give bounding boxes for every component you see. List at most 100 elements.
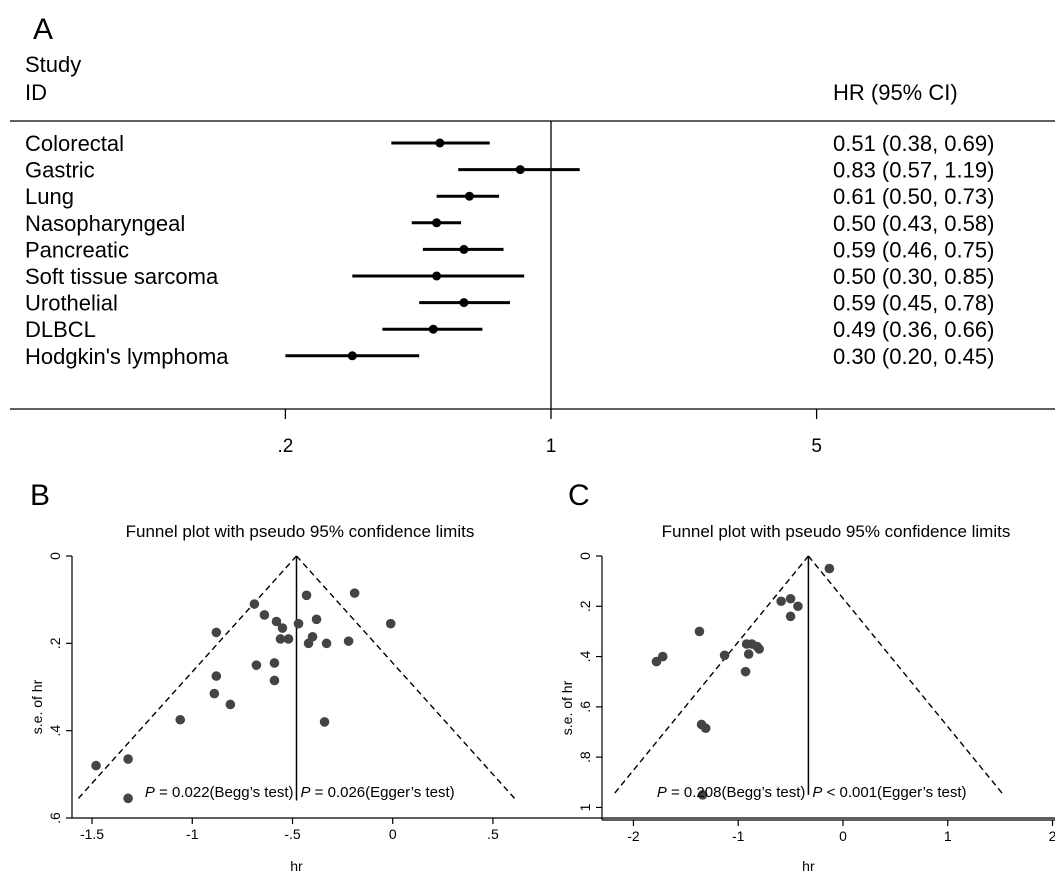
study-label: Gastric [25, 158, 95, 183]
panel-c-funnel-plot: C Funnel plot with pseudo 95% confidence… [559, 479, 1055, 873]
study-point [269, 675, 280, 686]
x-tick-label: -1 [186, 826, 199, 842]
pseudo-ci-lower [612, 555, 809, 796]
study-header-line2: ID [25, 80, 47, 105]
study-point [209, 688, 220, 699]
egger-test-annotation: P < 0.001(Egger’s test) [812, 784, 966, 801]
study-point [700, 723, 711, 734]
begg-test-annotation: P = 0.208(Begg’s test) [657, 784, 806, 801]
study-point [319, 717, 330, 727]
hr-ci-value: 0.59 (0.45, 0.78) [833, 291, 994, 316]
study-point [697, 790, 708, 800]
hr-point [464, 191, 474, 201]
study-point [719, 650, 730, 661]
study-point [307, 631, 318, 642]
panel-letter-c: C [568, 479, 590, 512]
study-point [175, 714, 186, 725]
study-point [785, 593, 796, 604]
study-point [349, 588, 360, 598]
y-tick-label: .6 [47, 812, 63, 824]
study-point [740, 666, 751, 677]
y-axis-title: s.e. of hr [29, 679, 45, 734]
study-point [311, 614, 322, 625]
pseudo-ci-lower [75, 555, 298, 802]
hr-ci-value: 0.83 (0.57, 1.19) [833, 158, 994, 183]
study-point [824, 563, 835, 574]
hr-ci-value: 0.50 (0.43, 0.58) [833, 211, 994, 236]
study-label: Soft tissue sarcoma [25, 264, 219, 289]
study-point [211, 627, 222, 638]
x-tick-label: .2 [277, 436, 293, 457]
y-tick-label: 1 [577, 803, 593, 811]
study-point [754, 644, 764, 654]
x-tick-label: -1.5 [80, 826, 104, 842]
x-tick-label: 2 [1049, 828, 1055, 844]
pseudo-ci-upper [295, 555, 518, 802]
panel-b-funnel-plot: B Funnel plot with pseudo 95% confidence… [29, 479, 1055, 873]
egger-p-value: = 0.026(Egger’s test) [311, 784, 455, 801]
hr-point [515, 165, 525, 175]
begg-p-value: = 0.022(Begg’s test) [155, 784, 294, 801]
hr-ci-value: 0.51 (0.38, 0.69) [833, 131, 994, 156]
study-point [249, 599, 260, 609]
study-label: Colorectal [25, 131, 124, 156]
funnel-b-title: Funnel plot with pseudo 95% confidence l… [126, 522, 475, 541]
y-axis-title: s.e. of hr [559, 680, 575, 735]
x-tick-label: 0 [839, 828, 847, 844]
study-point [743, 649, 754, 659]
study-point [293, 618, 304, 629]
x-tick-label: .5 [487, 826, 499, 842]
hr-ci-value: 0.49 (0.36, 0.66) [833, 317, 994, 342]
y-tick-label: .2 [577, 600, 593, 612]
study-point [776, 596, 786, 607]
pseudo-ci-upper [807, 555, 1005, 796]
study-point [259, 610, 270, 620]
y-tick-label: .4 [47, 725, 63, 737]
study-point [271, 616, 282, 627]
hr-point [459, 244, 469, 254]
x-tick-label: 5 [811, 436, 822, 457]
study-point [694, 626, 705, 637]
hr-point [432, 271, 442, 281]
x-tick-label: 1 [944, 828, 952, 844]
study-point [211, 671, 222, 681]
x-tick-label: -1 [732, 828, 745, 844]
hr-point [432, 218, 442, 228]
x-tick-label: -.5 [284, 826, 301, 842]
hr-point [428, 324, 438, 334]
egger-test-annotation: P = 0.026(Egger’s test) [300, 784, 454, 801]
study-point [785, 611, 796, 622]
study-point [657, 651, 668, 662]
egger-p-symbol: P [812, 784, 822, 801]
x-tick-label: 0 [389, 826, 397, 842]
hr-ci-value: 0.50 (0.30, 0.85) [833, 264, 994, 289]
study-point [123, 754, 133, 764]
funnel-c-title: Funnel plot with pseudo 95% confidence l… [662, 522, 1011, 541]
x-axis-title: hr [802, 858, 815, 873]
begg-test-annotation: P = 0.022(Begg’s test) [145, 784, 294, 801]
study-point [793, 601, 803, 612]
y-tick-label: .4 [577, 651, 593, 663]
study-point [321, 638, 332, 649]
hr-point [459, 298, 469, 308]
panel-a-forest-plot: A Study ID HR (95% CI) Colorectal 0.51 (0… [10, 13, 1055, 457]
study-point [301, 590, 312, 601]
x-axis-title: hr [290, 858, 303, 873]
egger-p-value: < 0.001(Egger’s test) [822, 784, 966, 801]
study-header-line1: Study [25, 52, 81, 77]
hr-ci-value: 0.61 (0.50, 0.73) [833, 184, 994, 209]
begg-p-value: = 0.208(Begg’s test) [667, 784, 806, 801]
hr-ci-header: HR (95% CI) [833, 80, 958, 105]
study-label: Nasopharyngeal [25, 211, 185, 236]
study-point [277, 623, 288, 633]
study-point [275, 634, 286, 644]
hr-point [435, 138, 445, 148]
study-label: Pancreatic [25, 237, 129, 262]
x-tick-label: 1 [546, 436, 557, 457]
y-tick-label: .2 [47, 637, 63, 649]
x-tick-label: -2 [627, 828, 640, 844]
hr-point [347, 351, 357, 361]
study-point [343, 636, 354, 646]
begg-p-symbol: P [657, 784, 667, 801]
